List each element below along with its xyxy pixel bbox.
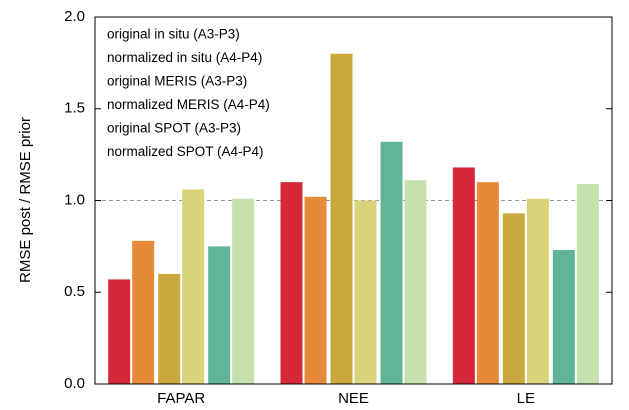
bar (132, 240, 155, 384)
plot-frame (94, 16, 613, 385)
y-tick-label: 1.0 (64, 191, 85, 208)
bar (330, 53, 353, 384)
legend-entry: original SPOT (A3-P3) (107, 121, 241, 136)
bar (526, 198, 549, 384)
legend-entry: normalized SPOT (A4-P4) (107, 144, 264, 159)
bar (502, 213, 525, 384)
y-tick-label: 2.0 (64, 8, 85, 25)
y-tick-label: 0.5 (64, 283, 85, 300)
bar (232, 198, 255, 384)
bar (182, 189, 205, 384)
bar (280, 182, 303, 384)
bar (552, 250, 575, 384)
x-tick-label: FAPAR (157, 390, 205, 407)
bar (208, 246, 231, 384)
bar (576, 183, 599, 384)
legend-entry: normalized MERIS (A4-P4) (107, 97, 270, 112)
bar (304, 196, 327, 384)
bar (158, 273, 181, 384)
bar (354, 200, 377, 384)
y-axis-label: RMSE post / RMSE prior (17, 117, 34, 283)
bar (380, 141, 403, 384)
x-tick-label: LE (517, 390, 535, 407)
bar (476, 182, 499, 384)
x-tick-label: NEE (338, 390, 369, 407)
bar (452, 167, 475, 384)
legend-entry: normalized in situ (A4-P4) (107, 50, 262, 65)
bar (108, 279, 131, 384)
bar (404, 180, 427, 384)
y-tick-label: 0.0 (64, 375, 85, 392)
y-tick-label: 1.5 (64, 100, 85, 117)
legend-entry: original MERIS (A3-P3) (107, 74, 247, 89)
legend-entry: original in situ (A3-P3) (107, 27, 240, 42)
